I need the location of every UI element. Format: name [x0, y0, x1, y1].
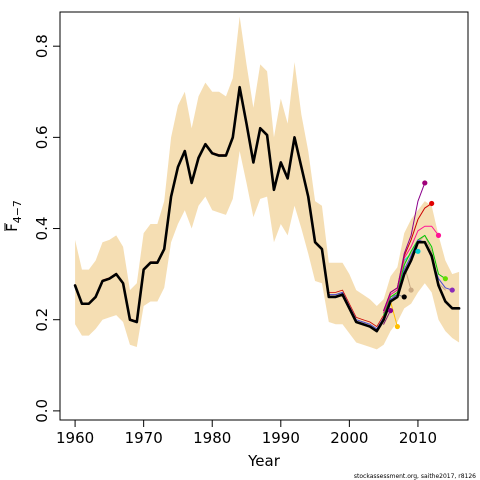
y-tick-label-1: 0.2 [33, 308, 51, 332]
y-tick-label-3: 0.6 [33, 125, 51, 149]
series-line-7 [383, 234, 446, 316]
endpoint-marker-9 [449, 287, 455, 293]
endpoint-marker-6 [429, 200, 435, 207]
endpoint-marker-1 [394, 323, 400, 330]
svg-text:F4−7: F4−7 [3, 200, 24, 232]
x-tick-label-1990: 1990 [262, 429, 300, 447]
x-tick-label-1980: 1980 [193, 429, 231, 447]
series-line-10 [383, 182, 426, 312]
series-line-0 [73, 85, 461, 333]
series-layer [73, 85, 461, 333]
y-tick-label-4: 0.8 [33, 34, 51, 58]
x-tick-label-2010: 2010 [399, 429, 437, 447]
footnote: stockassessment.org, saithe2017, r8126 [354, 473, 476, 480]
y-axis: 0.0 0.2 0.4 0.6 0.8 [33, 34, 60, 423]
x-axis: 1960 1970 1980 1990 2000 2010 [56, 420, 437, 447]
plot-frame [59, 11, 469, 421]
y-tick-label-0: 0.0 [33, 399, 51, 423]
endpoint-marker-8 [442, 276, 448, 282]
x-tick-label-2000: 2000 [330, 429, 368, 447]
x-tick-label-1970: 1970 [125, 429, 163, 447]
endpoint-marker-0 [387, 307, 394, 314]
x-axis-title: Year [247, 452, 281, 470]
endpoint-marker-2 [401, 294, 407, 300]
endpoint-marker-5 [422, 180, 428, 186]
endpoint-marker-3 [408, 287, 414, 293]
y-tick-label-2: 0.4 [33, 217, 51, 241]
y-axis-title: F4−7 [3, 200, 24, 232]
confidence-band [75, 16, 460, 350]
x-tick-label-1960: 1960 [56, 429, 94, 447]
endpoint-marker-7 [435, 232, 442, 238]
confidence-band-layer [75, 16, 460, 350]
y-axis-title-sub: 4−7 [11, 200, 24, 223]
y-axis-title-main: F [3, 223, 21, 232]
endpoint-layer [387, 180, 455, 330]
endpoint-marker-4 [415, 248, 421, 254]
series-line-8 [383, 225, 440, 314]
